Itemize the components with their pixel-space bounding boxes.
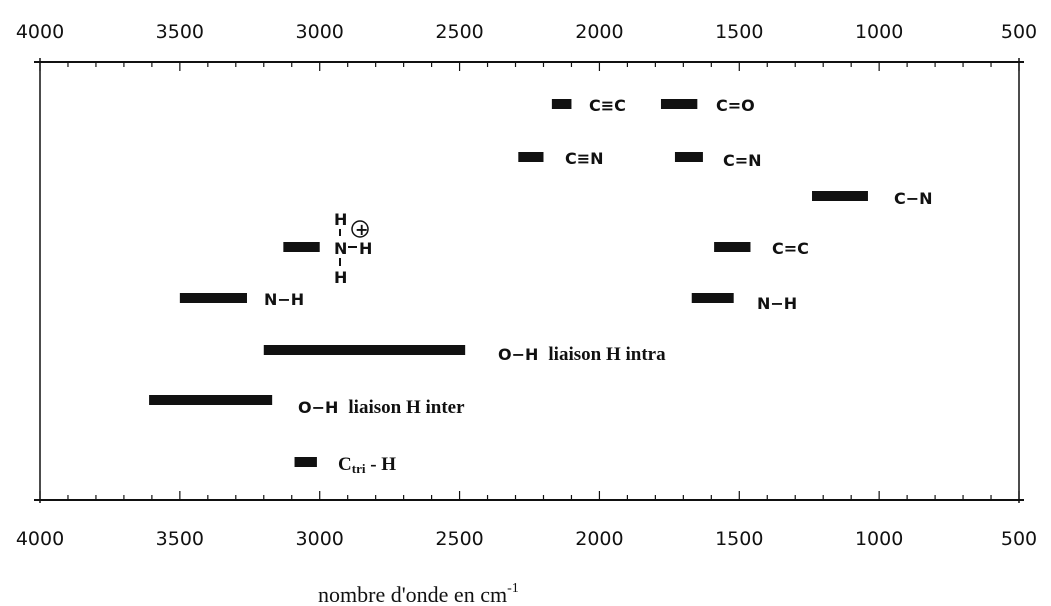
top-tick-label: 1000 bbox=[855, 21, 903, 43]
bottom-tick-label: 2500 bbox=[435, 528, 483, 550]
band-bar bbox=[149, 395, 273, 405]
x-axis-title: nombre d'onde en cm-1 bbox=[318, 581, 519, 606]
band-bar bbox=[660, 99, 698, 109]
bottom-tick-label: 2000 bbox=[575, 528, 623, 550]
label-oh-intra: O−H liaison H intra bbox=[498, 344, 666, 365]
bottom-tick-label: 4000 bbox=[16, 528, 64, 550]
band-bar bbox=[674, 152, 703, 162]
ammonium-structure: H + N H H bbox=[334, 210, 372, 287]
bottom-ticks bbox=[39, 491, 1020, 500]
label-cn-triple: C≡N bbox=[565, 149, 604, 168]
top-tick-label: 1500 bbox=[715, 21, 763, 43]
label-oh-inter-suffix: liaison H inter bbox=[348, 397, 465, 418]
top-tick-label: 3000 bbox=[296, 21, 344, 43]
bottom-tick-label: 3000 bbox=[296, 528, 344, 550]
bottom-tick-label: 3500 bbox=[156, 528, 204, 550]
top-tick-label: 2500 bbox=[435, 21, 483, 43]
label-ctri-c: C bbox=[338, 454, 352, 475]
bottom-tick-label: 1500 bbox=[715, 528, 763, 550]
band-bar bbox=[263, 345, 466, 355]
ammonium-charge-circle bbox=[351, 220, 369, 238]
x-axis-title-text: nombre d'onde en cm bbox=[318, 582, 507, 606]
band-bar bbox=[551, 99, 572, 109]
label-oh-intra-prefix: O−H bbox=[498, 345, 538, 364]
top-tick-label: 3500 bbox=[156, 21, 204, 43]
x-axis-title-superscript: -1 bbox=[507, 581, 519, 596]
label-co-double: C=O bbox=[716, 96, 755, 115]
top-ticks bbox=[39, 62, 1020, 71]
bottom-tick-labels: 4000 3500 3000 2500 2000 1500 1000 500 bbox=[16, 528, 1037, 550]
ammonium-plus: + bbox=[355, 220, 368, 239]
ammonium-h-bottom: H bbox=[334, 268, 347, 287]
band-bar bbox=[691, 293, 734, 303]
top-tick-labels: 4000 3500 3000 2500 2000 1500 1000 500 bbox=[16, 21, 1037, 43]
label-oh-inter-prefix: O−H bbox=[298, 398, 338, 417]
band-bar bbox=[714, 242, 751, 252]
label-cc-triple: C≡C bbox=[589, 96, 626, 115]
ammonium-h-right: H bbox=[359, 239, 372, 258]
ammonium-h-top: H bbox=[334, 210, 347, 229]
label-cc-double: C=C bbox=[772, 239, 809, 258]
label-nh-left: N−H bbox=[264, 290, 304, 309]
band-bar bbox=[812, 191, 868, 201]
band-bar bbox=[518, 152, 544, 162]
label-ctri-sub: tri bbox=[352, 461, 366, 476]
band-bar bbox=[294, 457, 317, 467]
label-cn-double: C=N bbox=[723, 151, 762, 170]
band-bar bbox=[179, 293, 247, 303]
top-tick-label: 2000 bbox=[575, 21, 623, 43]
label-oh-intra-suffix: liaison H intra bbox=[548, 344, 666, 365]
band-bar bbox=[283, 242, 320, 252]
absorption-bands bbox=[149, 99, 868, 467]
ammonium-n: N bbox=[334, 239, 347, 258]
bottom-tick-label: 500 bbox=[1001, 528, 1037, 550]
bottom-tick-label: 1000 bbox=[855, 528, 903, 550]
top-tick-label: 4000 bbox=[16, 21, 64, 43]
label-ctri-h-part: - H bbox=[365, 454, 396, 475]
label-nh-right: N−H bbox=[757, 294, 797, 313]
label-oh-inter: O−H liaison H inter bbox=[298, 397, 465, 418]
top-tick-label: 500 bbox=[1001, 21, 1037, 43]
label-ctri-h: Ctri - H bbox=[338, 454, 396, 476]
label-cn-single: C−N bbox=[894, 189, 933, 208]
